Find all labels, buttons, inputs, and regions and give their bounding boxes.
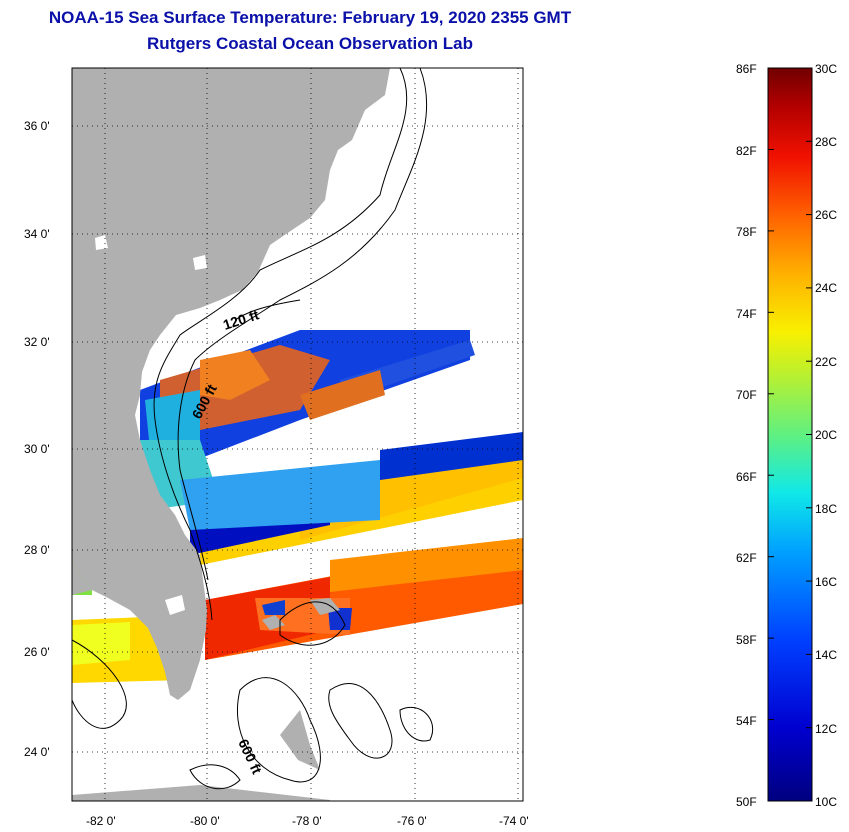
lat-label: 26 0'	[24, 645, 50, 659]
c-label: 22C	[815, 355, 837, 369]
colorbar-ticks	[768, 67, 812, 802]
depth-contours	[72, 68, 434, 790]
f-label: 74F	[736, 307, 757, 321]
latitude-labels: 36 0' 34 0' 32 0' 30 0' 28 0' 26 0' 24 0…	[24, 119, 50, 759]
lat-label: 24 0'	[24, 745, 50, 759]
c-label: 28C	[815, 135, 837, 149]
colorbar-fahrenheit-labels: 86F 82F 78F 74F 70F 66F 62F 58F 54F 50F	[736, 62, 757, 809]
lat-label: 32 0'	[24, 335, 50, 349]
longitude-labels: -82 0' -80 0' -78 0' -76 0' -74 0'	[86, 814, 529, 828]
lat-label: 30 0'	[24, 442, 50, 456]
lon-label: -78 0'	[292, 814, 322, 828]
f-label: 70F	[736, 388, 757, 402]
lat-label: 34 0'	[24, 227, 50, 241]
c-label: 12C	[815, 722, 837, 736]
c-label: 30C	[815, 62, 837, 76]
colorbar	[767, 67, 813, 802]
lon-label: -74 0'	[499, 814, 529, 828]
f-label: 82F	[736, 144, 757, 158]
c-label: 18C	[815, 502, 837, 516]
graticule	[72, 68, 523, 801]
c-label: 10C	[815, 795, 837, 809]
lat-label: 28 0'	[24, 543, 50, 557]
lon-label: -76 0'	[397, 814, 427, 828]
lat-label: 36 0'	[24, 119, 50, 133]
f-label: 86F	[736, 62, 757, 76]
f-label: 50F	[736, 795, 757, 809]
lon-label: -82 0'	[86, 814, 116, 828]
c-label: 16C	[815, 575, 837, 589]
c-label: 26C	[815, 208, 837, 222]
c-label: 14C	[815, 648, 837, 662]
f-label: 62F	[736, 551, 757, 565]
f-label: 66F	[736, 470, 757, 484]
lon-label: -80 0'	[190, 814, 220, 828]
c-label: 24C	[815, 281, 837, 295]
map-frame	[71, 67, 524, 802]
map-title: NOAA-15 Sea Surface Temperature: Februar…	[48, 8, 572, 27]
land-layer	[72, 68, 390, 801]
f-label: 54F	[736, 714, 757, 728]
f-label: 58F	[736, 633, 757, 647]
c-label: 20C	[815, 428, 837, 442]
map-subtitle: Rutgers Coastal Ocean Observation Lab	[147, 34, 473, 53]
f-label: 78F	[736, 225, 757, 239]
colorbar-celsius-labels: 30C 28C 26C 24C 22C 20C 18C 16C 14C 12C …	[815, 62, 837, 809]
